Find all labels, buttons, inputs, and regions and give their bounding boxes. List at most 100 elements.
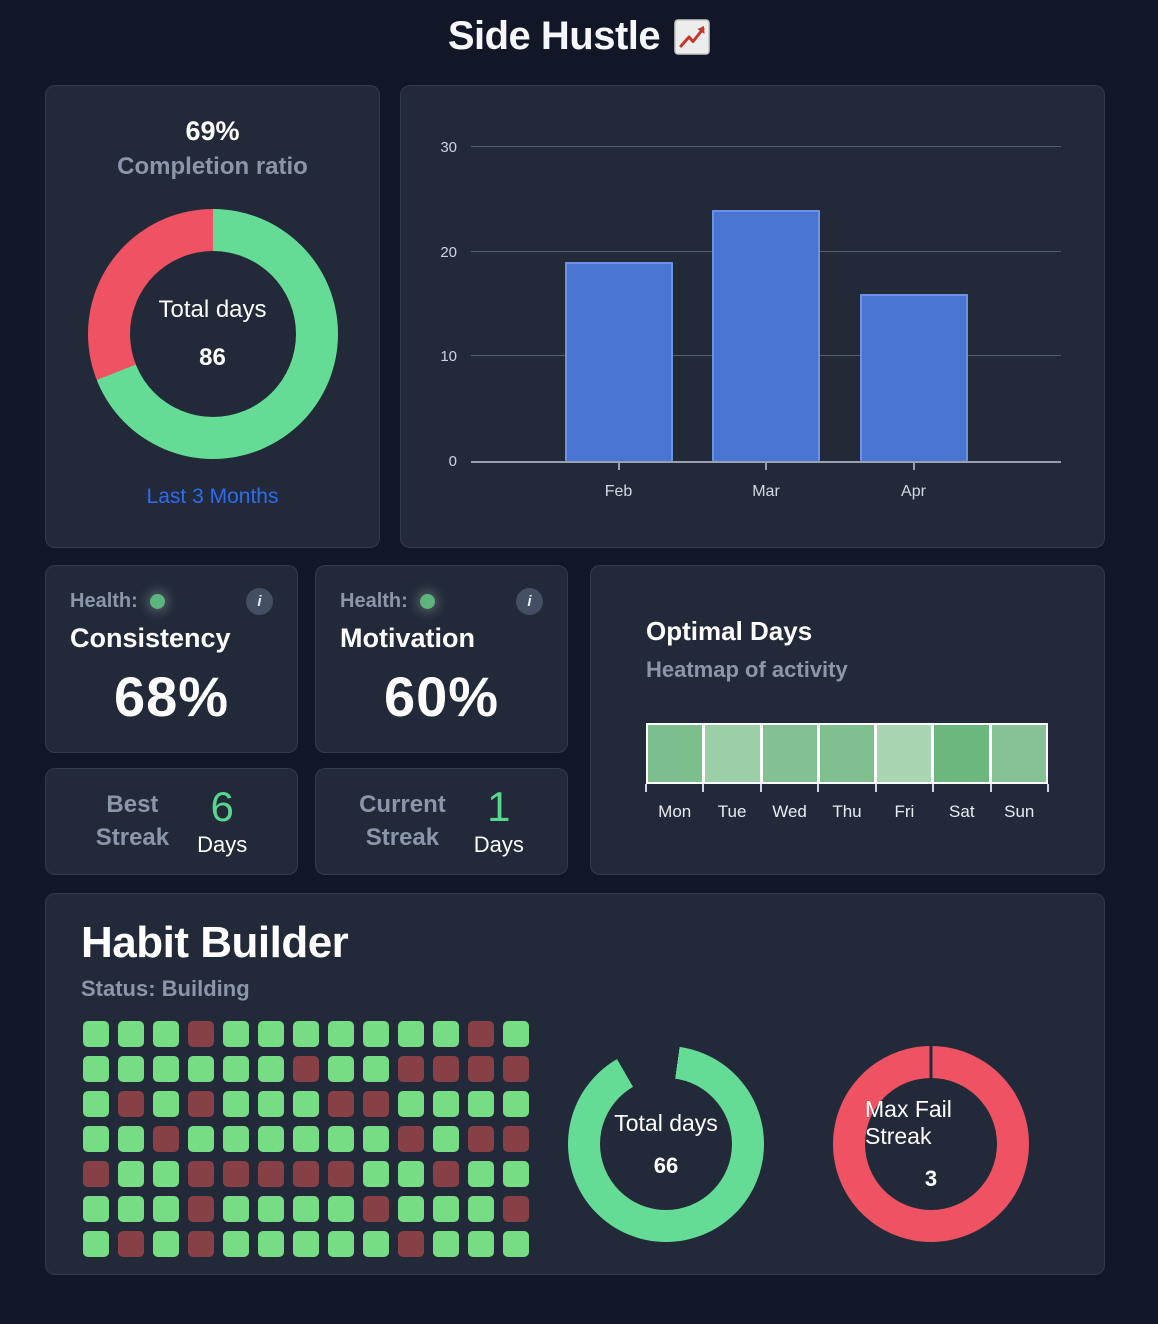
habit-cell-success [223, 1196, 249, 1222]
habit-cell-success [468, 1231, 494, 1257]
completion-donut: Total days 86 [87, 209, 338, 459]
day-label-sat: Sat [949, 802, 975, 821]
habit-cell-success [153, 1091, 179, 1117]
total-days-value: 66 [653, 1152, 679, 1178]
heatmap-tick [817, 784, 820, 792]
bar-mar [712, 209, 820, 461]
streak-unit: Days [473, 831, 524, 857]
habit-cell-success [223, 1231, 249, 1257]
habit-cell-success [293, 1091, 319, 1117]
day-label-wed: Wed [772, 802, 807, 821]
habit-cell-success [153, 1196, 179, 1222]
habit-cell-fail [503, 1126, 529, 1152]
habit-cell-fail [398, 1056, 424, 1082]
habit-grid [83, 1021, 529, 1257]
streak-value: 6 [210, 782, 234, 830]
habit-cell-success [118, 1196, 144, 1222]
habit-cell-fail [293, 1161, 319, 1187]
habit-cell-success [258, 1021, 284, 1047]
last-3-months-link[interactable]: Last 3 Months [146, 485, 279, 508]
health-value: 68% [113, 665, 230, 728]
page-title: Side Hustle [0, 14, 1158, 59]
best-streak-card: Best Streak 6 Days [45, 768, 298, 875]
habit-cell-fail [363, 1196, 389, 1222]
current-streak-card: Current Streak 1 Days [315, 768, 568, 875]
habit-builder-status: Status: Building [81, 976, 250, 1001]
x-axis-tick [765, 463, 767, 470]
habit-cell-success [223, 1091, 249, 1117]
habit-cell-success [433, 1231, 459, 1257]
habit-cell-success [153, 1021, 179, 1047]
habit-cell-fail [468, 1021, 494, 1047]
heatmap-cell-sun [991, 725, 1046, 782]
page-title-text: Side Hustle [447, 14, 661, 58]
streak-label: Current Streak [359, 791, 446, 851]
donut-divider [929, 1046, 933, 1079]
habit-cell-fail [328, 1091, 354, 1117]
y-axis-tick-label: 30 [440, 139, 457, 156]
completion-label: Completion ratio [117, 153, 308, 180]
habit-cell-success [433, 1126, 459, 1152]
habit-cell-success [153, 1231, 179, 1257]
habit-cell-fail [503, 1196, 529, 1222]
completion-percent: 69% [185, 116, 240, 146]
habit-cell-success [188, 1126, 214, 1152]
habit-cell-success [258, 1126, 284, 1152]
habit-cell-fail [503, 1056, 529, 1082]
habit-cell-success [83, 1196, 109, 1222]
habit-cell-fail [188, 1161, 214, 1187]
habit-cell-fail [328, 1161, 354, 1187]
habit-cell-success [83, 1021, 109, 1047]
habit-cell-success [433, 1196, 459, 1222]
habit-cell-success [223, 1126, 249, 1152]
health-status-dot [419, 594, 435, 609]
streak-label: Best Streak [95, 791, 170, 851]
habit-cell-success [118, 1126, 144, 1152]
x-axis-tick-label: Feb [604, 483, 633, 500]
habit-cell-success [398, 1161, 424, 1187]
day-label-mon: Mon [658, 802, 692, 821]
heatmap-axis [645, 784, 1049, 792]
habit-cell-success [468, 1091, 494, 1117]
y-axis-tick-label: 10 [440, 348, 457, 366]
heatmap-tick [989, 784, 992, 792]
habit-cell-success [118, 1021, 144, 1047]
info-icon[interactable]: i [516, 588, 543, 615]
habit-cell-success [293, 1231, 319, 1257]
habit-cell-fail [188, 1091, 214, 1117]
habit-cell-success [503, 1231, 529, 1257]
habit-cell-success [293, 1196, 319, 1222]
habit-cell-success [118, 1161, 144, 1187]
habit-cell-fail [188, 1196, 214, 1222]
habit-cell-success [223, 1021, 249, 1047]
habit-builder-title: Habit Builder [81, 918, 349, 967]
habit-cell-success [328, 1056, 354, 1082]
optimal-days-subtitle: Heatmap of activity [646, 657, 848, 682]
habit-cell-success [398, 1021, 424, 1047]
habit-cell-success [468, 1161, 494, 1187]
health-value: 60% [383, 665, 500, 728]
x-axis-tick-label: Apr [901, 483, 926, 500]
habit-cell-fail [83, 1161, 109, 1187]
heatmap-cell-tue [705, 725, 760, 782]
habit-cell-success [258, 1231, 284, 1257]
health-label: Health: [70, 590, 138, 612]
habit-cell-success [223, 1056, 249, 1082]
heatmap-tick [1047, 784, 1049, 792]
x-axis-tick-label: Mar [752, 483, 780, 500]
heatmap-tick [874, 784, 877, 792]
day-label-tue: Tue [717, 802, 747, 821]
habit-cell-success [468, 1196, 494, 1222]
habit-cell-success [83, 1231, 109, 1257]
info-icon[interactable]: i [246, 588, 273, 615]
habit-cell-fail [188, 1021, 214, 1047]
habit-cell-fail [188, 1231, 214, 1257]
habit-cell-fail [398, 1231, 424, 1257]
heatmap-cell-mon [648, 725, 703, 782]
x-axis-tick [617, 463, 620, 470]
max-fail-streak-donut: Max Fail Streak 3 [833, 1046, 1029, 1242]
habit-cell-fail [118, 1231, 144, 1257]
y-axis-tick-label: 0 [448, 453, 457, 470]
heatmap-day-labels: Mon Tue Wed Thu Fri Sat Sun [646, 802, 1048, 822]
